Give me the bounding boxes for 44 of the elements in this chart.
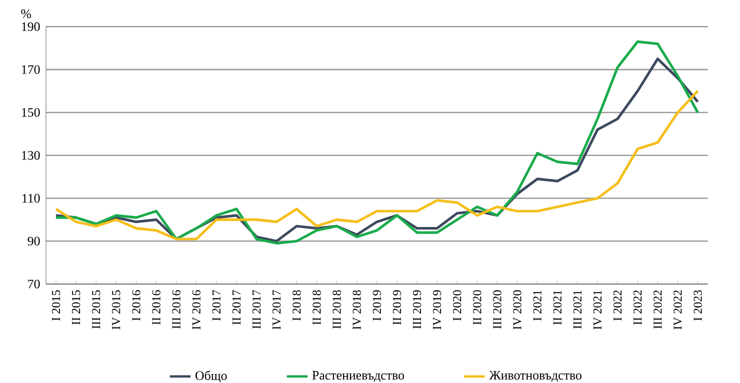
x-tick-label: I 2018 xyxy=(292,290,301,321)
x-tick-label: II 2015 xyxy=(72,290,80,325)
x-tick-label: I 2017 xyxy=(212,290,221,321)
x-tick-label: IV 2017 xyxy=(272,290,281,330)
x-tick-label: II 2017 xyxy=(232,290,241,325)
x-tick-label: III 2016 xyxy=(172,290,180,329)
x-tick-label: IV 2019 xyxy=(432,290,442,330)
legend-label: Растениевъдство xyxy=(312,371,404,382)
y-tick-label: 170 xyxy=(22,65,40,74)
x-tick-label: IV 2016 xyxy=(192,290,201,330)
y-axis-title: % xyxy=(21,9,32,18)
x-tick-label: I 2015 xyxy=(52,290,60,321)
x-tick-label: IV 2015 xyxy=(112,290,120,330)
x-tick-label: I 2016 xyxy=(132,290,140,321)
x-tick-label: II 2022 xyxy=(634,290,642,325)
x-tick-label: II 2019 xyxy=(392,290,402,325)
x-tick-label: IV 2021 xyxy=(593,290,602,330)
y-tick-label: 110 xyxy=(22,194,40,203)
x-tick-label: IV 2020 xyxy=(513,290,522,330)
x-tick-label: II 2020 xyxy=(473,290,482,325)
x-tick-label: IV 2022 xyxy=(674,290,682,330)
x-tick-label: III 2017 xyxy=(252,290,261,329)
x-tick-label: I 2023 xyxy=(694,290,702,321)
x-tick-label: III 2018 xyxy=(332,290,341,329)
x-tick-label: II 2016 xyxy=(152,290,160,325)
y-tick-label: 70 xyxy=(28,280,40,288)
y-tick-label: 150 xyxy=(22,108,40,117)
x-tick-label: II 2021 xyxy=(553,290,562,325)
y-tick-label: 90 xyxy=(28,236,40,246)
y-tick-label: 130 xyxy=(22,151,40,160)
x-tick-label: IV 2018 xyxy=(352,290,361,330)
x-tick-label: III 2022 xyxy=(654,290,662,329)
x-tick-label: I 2019 xyxy=(372,290,381,321)
legend-label: Животновъдство xyxy=(489,371,582,382)
y-tick-label: 190 xyxy=(22,22,40,32)
x-tick-label: I 2021 xyxy=(533,290,542,321)
x-tick-label: I 2022 xyxy=(613,290,622,321)
x-tick-label: III 2019 xyxy=(412,290,422,329)
x-tick-label: III 2020 xyxy=(493,290,502,329)
x-tick-label: I 2020 xyxy=(453,290,462,321)
x-tick-label: III 2015 xyxy=(92,290,100,329)
legend-label: Общо xyxy=(195,370,227,383)
x-tick-label: II 2018 xyxy=(312,290,321,325)
x-tick-label: III 2021 xyxy=(573,290,582,329)
